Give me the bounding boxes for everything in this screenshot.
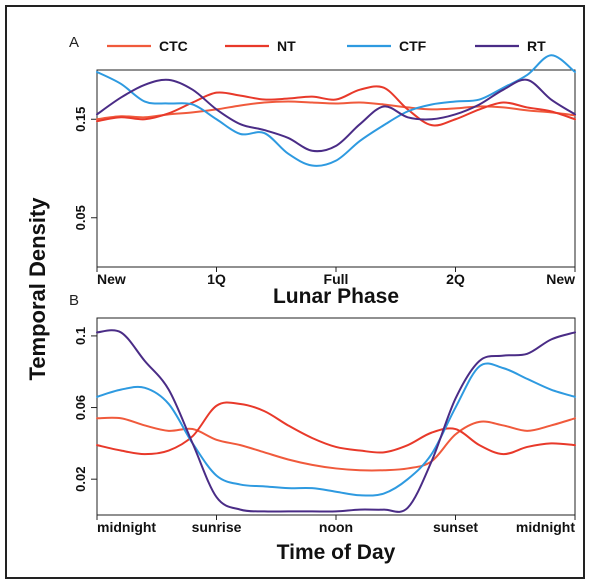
legend-label-ctc: CTC <box>159 38 188 54</box>
panel-a-series-line-rt <box>96 78 576 153</box>
legend: CTC NT CTF RT <box>107 38 546 54</box>
figure-svg: A B Temporal Density CTC NT CTF RT 0.05 0.15… <box>25 34 576 564</box>
panel-a-x-tick-label: New <box>546 271 575 287</box>
panel-a-series <box>96 54 576 167</box>
panel-b-series-line-ctf <box>96 362 576 497</box>
panel-b-x-tick-label: sunrise <box>192 519 242 535</box>
panel-b-x-axis-label: Time of Day <box>277 541 396 564</box>
panel-a-series-line-ctc <box>96 100 576 121</box>
panel-a-x-tick-label: 2Q <box>446 271 465 287</box>
panel-b-series-line-rt <box>96 329 576 513</box>
shared-y-axis-label: Temporal Density <box>25 197 50 381</box>
panel-a-series-line-ctf <box>96 54 576 167</box>
panel-b-x-tick-label: sunset <box>433 519 478 535</box>
panel-a-y-tick-label: 0.15 <box>73 107 88 132</box>
panel-b-label: B <box>69 292 79 309</box>
panel-b-series-line-nt <box>96 401 576 456</box>
panel-b-x-ticks: midnight sunrise noon sunset midnight <box>96 515 576 535</box>
panel-b-y-tick-label: 0.02 <box>73 467 88 492</box>
panel-b-series <box>96 329 576 513</box>
panel-b: 0.020.060.1 midnight sunrise noon sunset mid… <box>73 317 576 564</box>
legend-label-rt: RT <box>527 38 546 54</box>
figure-frame: A B Temporal Density CTC NT CTF RT 0.05 0.15… <box>5 5 585 579</box>
panel-a-x-ticks: New 1Q Full 2Q New <box>96 267 576 287</box>
panel-b-x-tick-label: midnight <box>97 519 156 535</box>
panel-a-x-axis-label: Lunar Phase <box>273 285 399 308</box>
panel-b-series-line-ctc <box>96 416 576 472</box>
panel-b-plot-area <box>96 317 576 516</box>
panel-a-x-tick-label: New <box>97 271 126 287</box>
panel-b-y-tick-label: 0.1 <box>73 327 88 345</box>
panel-a-series-line-nt <box>96 85 576 127</box>
legend-label-nt: NT <box>277 38 296 54</box>
panel-a-x-tick-label: Full <box>324 271 349 287</box>
panel-a-x-tick-label: 1Q <box>207 271 226 287</box>
panel-a: 0.05 0.15 New 1Q Full 2Q New Lunar Phase <box>73 54 576 308</box>
panel-a-y-tick-label: 0.05 <box>73 205 88 230</box>
panel-b-x-tick-label: midnight <box>516 519 575 535</box>
panel-a-y-ticks: 0.05 0.15 <box>73 107 97 230</box>
panel-b-y-tick-label: 0.06 <box>73 395 88 420</box>
legend-label-ctf: CTF <box>399 38 427 54</box>
panel-b-x-tick-label: noon <box>319 519 353 535</box>
panel-b-y-ticks: 0.02 0.06 0.1 <box>73 327 97 492</box>
panel-a-label: A <box>69 34 79 51</box>
